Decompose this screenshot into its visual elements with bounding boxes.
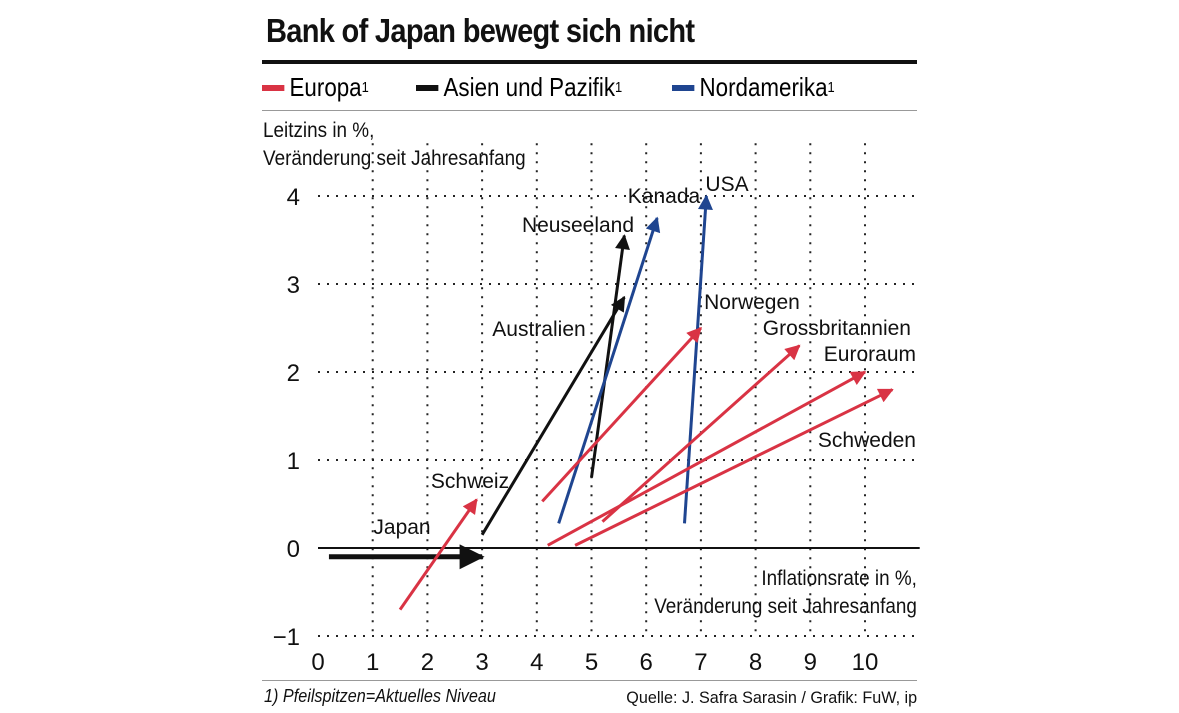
point-label-grossbritannien: Grossbritannien (763, 317, 911, 340)
title-rule (262, 60, 917, 64)
legend-sup-europa: 1 (361, 79, 369, 96)
arrow-norwegen (541, 326, 703, 503)
arrow-neuseeland (590, 234, 630, 478)
legend-item-asien: Asien und Pazifik 1 (416, 72, 622, 103)
legend-sup-asien: 1 (615, 79, 623, 96)
legend-swatch-asien (416, 84, 439, 91)
legend-rule (262, 110, 917, 111)
x-tick-label: 2 (421, 649, 434, 676)
y-tick-label: 2 (287, 360, 300, 387)
y-tick-label: −1 (273, 624, 300, 651)
arrow-grossbritannien (601, 344, 801, 523)
y-tick-label: 0 (287, 536, 300, 563)
legend-label-asien: Asien und Pazifik (443, 72, 616, 102)
y-tick-label: 3 (287, 272, 300, 299)
x-tick-label: 6 (640, 649, 653, 676)
x-tick-label: 1 (366, 649, 379, 676)
legend-item-nordamerika: Nordamerika 1 (672, 72, 835, 103)
point-label-usa: USA (705, 173, 748, 196)
point-label-australien: Australien (492, 318, 585, 341)
y-axis-label-line1: Leitzins in %, (263, 119, 375, 142)
legend-label-europa: Europa (289, 72, 362, 102)
point-label-japan: Japan (373, 516, 430, 539)
x-tick-label: 4 (530, 649, 543, 676)
legend-sup-nordamerika: 1 (827, 79, 835, 96)
footnote: 1) Pfeilspitzen=Aktuelles Niveau (264, 686, 496, 706)
y-tick-label: 4 (287, 184, 300, 211)
arrow-schweiz (398, 498, 478, 611)
arrow-kanada (557, 216, 661, 524)
source-credit: Quelle: J. Safra Sarasin / Grafik: FuW, … (626, 688, 917, 707)
x-axis-label-line1: Inflationsrate in %, (761, 567, 917, 590)
x-tick-label: 9 (804, 649, 817, 676)
point-label-schweiz: Schweiz (431, 470, 509, 493)
chart-title: Bank of Japan bewegt sich nicht (266, 12, 695, 49)
x-tick-label: 10 (852, 649, 879, 676)
arrow-euroraum (547, 370, 867, 547)
legend-swatch-europa (262, 84, 285, 91)
arrow-usa (682, 194, 713, 524)
arrow-schweden (574, 388, 894, 547)
point-label-norwegen: Norwegen (704, 291, 800, 314)
x-axis-label-line2: Veränderung seit Jahresanfang (654, 595, 917, 618)
point-label-euroraum: Euroraum (824, 343, 916, 366)
y-axis-label: Leitzins in %, Veränderung seit Jahresan… (263, 117, 526, 173)
arrow-australien (480, 295, 626, 536)
point-label-neuseeland: Neuseeland (522, 214, 634, 237)
x-tick-label: 0 (311, 649, 324, 676)
legend-label-nordamerika: Nordamerika (699, 72, 828, 102)
y-tick-label: 1 (287, 448, 300, 475)
legend-item-europa: Europa 1 (262, 72, 369, 103)
x-tick-label: 7 (694, 649, 707, 676)
x-tick-label: 3 (475, 649, 488, 676)
y-axis-label-line2: Veränderung seit Jahresanfang (263, 147, 526, 170)
legend-swatch-nordamerika (672, 84, 695, 91)
x-tick-label: 5 (585, 649, 598, 676)
x-tick-label: 8 (749, 649, 762, 676)
footer-rule (262, 680, 917, 681)
x-axis-label: Inflationsrate in %, Veränderung seit Ja… (654, 565, 917, 621)
point-label-kanada: Kanada (628, 185, 701, 208)
point-label-schweden: Schweden (818, 429, 916, 452)
